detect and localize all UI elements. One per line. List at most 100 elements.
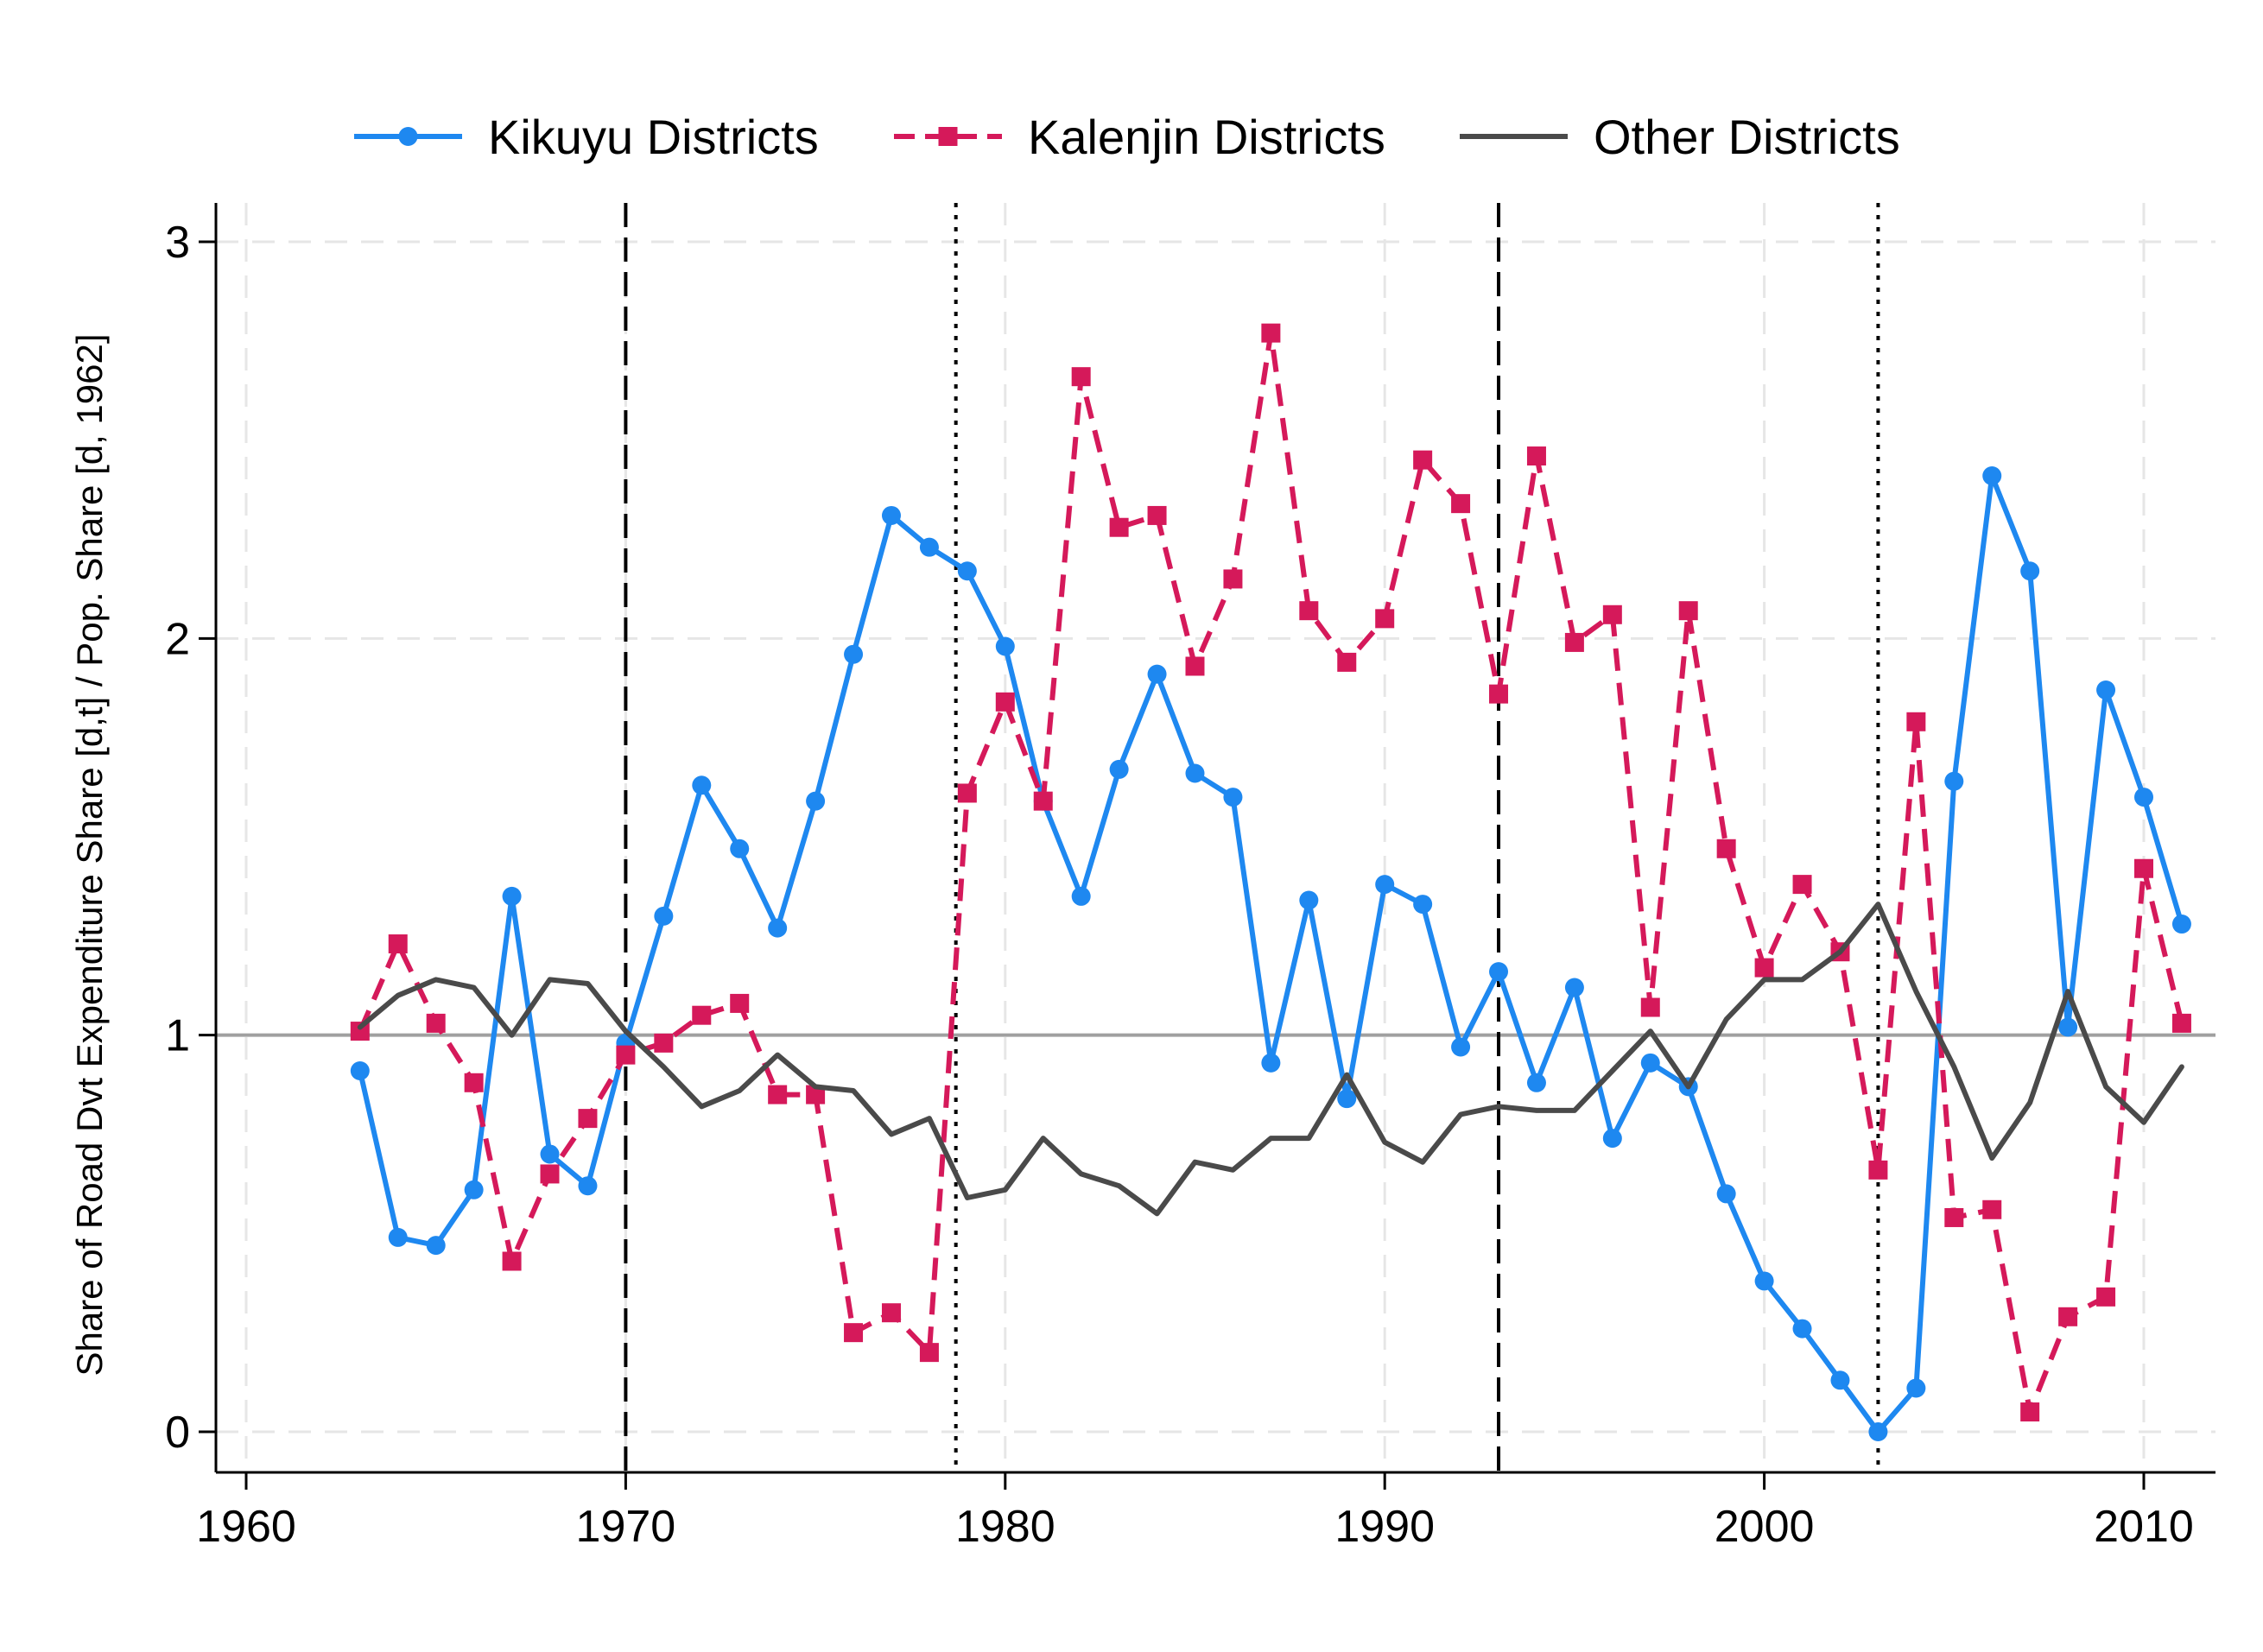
series-line-1 bbox=[358, 330, 2184, 1415]
data-point bbox=[1754, 958, 1774, 978]
data-point bbox=[844, 644, 864, 664]
data-point bbox=[1640, 997, 1660, 1017]
data-point bbox=[1944, 1207, 1964, 1227]
data-point bbox=[1223, 569, 1243, 589]
data-point bbox=[1071, 886, 1091, 906]
data-point bbox=[2058, 1017, 2078, 1037]
data-point bbox=[2058, 1307, 2078, 1326]
reference-lines bbox=[216, 203, 2215, 1472]
data-point bbox=[957, 561, 977, 581]
data-point bbox=[1489, 684, 1509, 704]
data-point bbox=[426, 1236, 446, 1256]
data-point bbox=[768, 918, 788, 938]
data-point bbox=[692, 775, 712, 795]
x-tick-label: 1980 bbox=[955, 1502, 1055, 1552]
data-point bbox=[1261, 1053, 1281, 1073]
data-point bbox=[1109, 517, 1129, 537]
data-point bbox=[2096, 1287, 2116, 1307]
data-point bbox=[540, 1144, 560, 1164]
data-point bbox=[1564, 978, 1584, 997]
y-tick-label: 0 bbox=[165, 1408, 190, 1458]
legend: Kikuyu Districts Kalenjin Districts Other … bbox=[354, 110, 1900, 164]
data-point bbox=[1337, 652, 1357, 672]
data-point bbox=[1792, 875, 1812, 895]
x-tick-label: 1960 bbox=[196, 1502, 296, 1552]
data-point bbox=[1944, 771, 1964, 791]
data-point bbox=[1071, 367, 1091, 387]
data-point bbox=[919, 1343, 939, 1363]
data-point bbox=[1375, 875, 1395, 895]
y-axis-title: Share of Road Dvt Expenditure Share [d,t… bbox=[69, 333, 110, 1376]
data-point bbox=[388, 934, 408, 954]
data-point bbox=[806, 791, 826, 811]
data-point bbox=[1716, 1184, 1736, 1204]
data-point bbox=[730, 839, 750, 858]
data-point bbox=[1906, 712, 1926, 731]
y-tick-label: 1 bbox=[165, 1011, 190, 1061]
data-point bbox=[1147, 664, 1167, 684]
data-point bbox=[388, 1227, 408, 1247]
data-point bbox=[1526, 446, 1546, 466]
legend-marker bbox=[398, 127, 418, 146]
data-point bbox=[2020, 561, 2040, 581]
data-point bbox=[2171, 915, 2191, 934]
data-point bbox=[806, 1085, 826, 1104]
legend-label-2: Other Districts bbox=[1594, 110, 1900, 164]
x-tick-label: 1970 bbox=[576, 1502, 676, 1552]
data-point bbox=[350, 1061, 370, 1081]
data-point bbox=[730, 993, 750, 1013]
y-tick-label: 3 bbox=[165, 218, 190, 268]
data-point bbox=[1906, 1378, 1926, 1398]
data-point bbox=[1868, 1160, 1888, 1180]
data-point bbox=[654, 906, 674, 926]
data-point bbox=[1451, 494, 1471, 514]
data-point bbox=[1602, 604, 1622, 624]
legend-label-0: Kikuyu Districts bbox=[488, 110, 819, 164]
x-tick-label: 2000 bbox=[1715, 1502, 1815, 1552]
data-point bbox=[426, 1013, 446, 1033]
data-point bbox=[1982, 1199, 2002, 1219]
data-point bbox=[464, 1180, 484, 1199]
axes: 0 1 2 3 1960 1970 1980 1990 2000 2010 bbox=[165, 203, 2215, 1552]
data-point bbox=[1602, 1129, 1622, 1149]
grid-lines bbox=[216, 203, 2215, 1472]
data-point bbox=[1868, 1422, 1888, 1441]
data-point bbox=[768, 1085, 788, 1104]
data-point bbox=[1489, 962, 1509, 982]
data-point bbox=[692, 1005, 712, 1025]
data-point bbox=[881, 505, 901, 525]
data-point bbox=[881, 1303, 901, 1323]
data-point bbox=[2171, 1013, 2191, 1033]
x-tick-label: 2010 bbox=[2094, 1502, 2194, 1552]
data-point bbox=[1526, 1073, 1546, 1092]
data-point bbox=[1299, 601, 1319, 621]
data-point bbox=[578, 1109, 598, 1129]
data-point bbox=[1109, 759, 1129, 779]
data-point bbox=[1413, 895, 1433, 915]
data-point bbox=[1982, 466, 2002, 486]
data-point bbox=[1223, 788, 1243, 807]
series-line-2 bbox=[357, 902, 2184, 1217]
data-point bbox=[1678, 601, 1698, 621]
data-point bbox=[578, 1176, 598, 1196]
series-line-0 bbox=[357, 473, 2184, 1434]
data-point bbox=[1640, 1053, 1660, 1073]
data-point bbox=[464, 1073, 484, 1092]
data-point bbox=[1185, 656, 1205, 676]
data-point bbox=[1716, 839, 1736, 858]
data-point bbox=[540, 1164, 560, 1184]
data-point bbox=[995, 636, 1015, 656]
data-point bbox=[616, 1045, 636, 1065]
x-tick-label: 1990 bbox=[1334, 1502, 1435, 1552]
legend-label-1: Kalenjin Districts bbox=[1028, 110, 1385, 164]
data-point bbox=[502, 886, 522, 906]
series-layer bbox=[350, 323, 2191, 1441]
data-point bbox=[1261, 323, 1281, 343]
data-point bbox=[1185, 763, 1205, 783]
data-point bbox=[1299, 890, 1319, 910]
y-tick-label: 2 bbox=[165, 614, 190, 664]
legend-marker bbox=[938, 127, 958, 146]
data-point bbox=[957, 783, 977, 803]
